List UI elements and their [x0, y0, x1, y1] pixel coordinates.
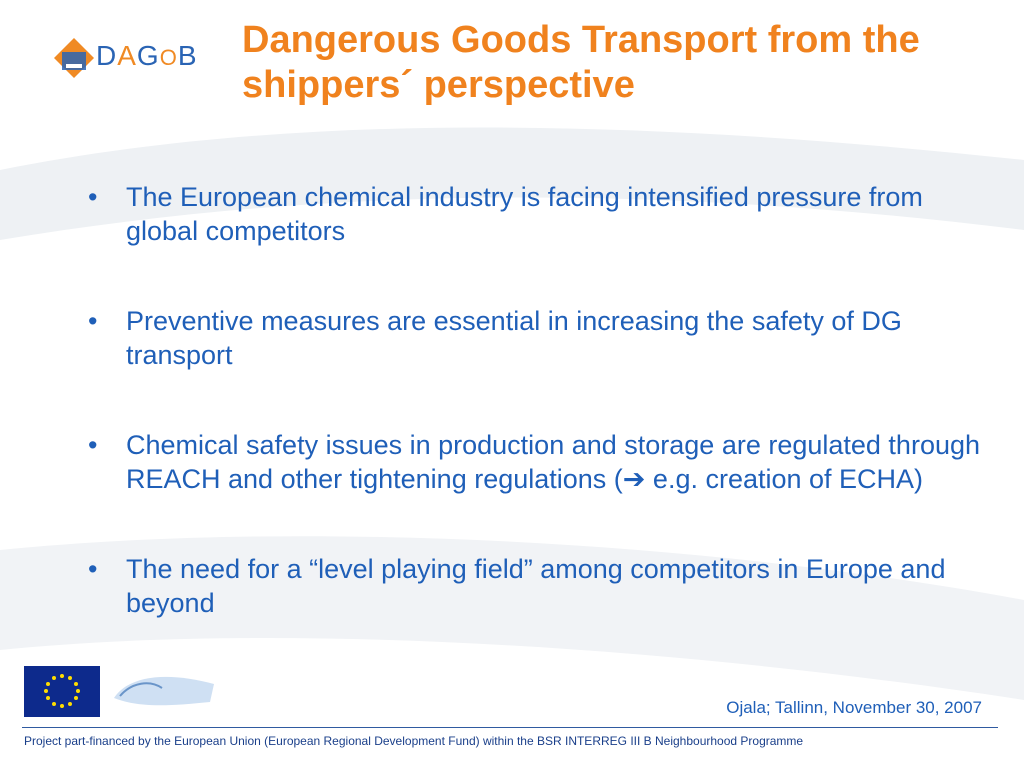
- bullet-item: • Chemical safety issues in production an…: [88, 430, 981, 494]
- bullet-marker: •: [88, 554, 98, 584]
- logo-wordmark: DAGOB: [96, 40, 198, 71]
- presenter-credit: Ojala; Tallinn, November 30, 2007: [726, 698, 982, 717]
- arrow-icon: ➔: [622, 464, 646, 494]
- bullet-item: • The need for a “level playing field” am…: [88, 554, 946, 618]
- bullet-item: • Preventive measures are essential in in…: [88, 306, 902, 370]
- bullet-marker: •: [88, 430, 98, 460]
- bullet-marker: •: [88, 182, 98, 212]
- eu-flag-icon: [24, 666, 100, 717]
- footer-divider: [22, 727, 998, 728]
- bullet-marker: •: [88, 306, 98, 336]
- dagob-logo-icon: [54, 38, 94, 78]
- slide-title: Dangerous Goods Transport from the shipp…: [242, 19, 920, 106]
- bullet-item: • The European chemical industry is facin…: [88, 182, 923, 246]
- bullet-list: • The European chemical industry is facin…: [88, 180, 988, 620]
- baltic-sea-region-logo-icon: [114, 676, 214, 706]
- funding-footer: Project part-financed by the European Un…: [24, 734, 804, 748]
